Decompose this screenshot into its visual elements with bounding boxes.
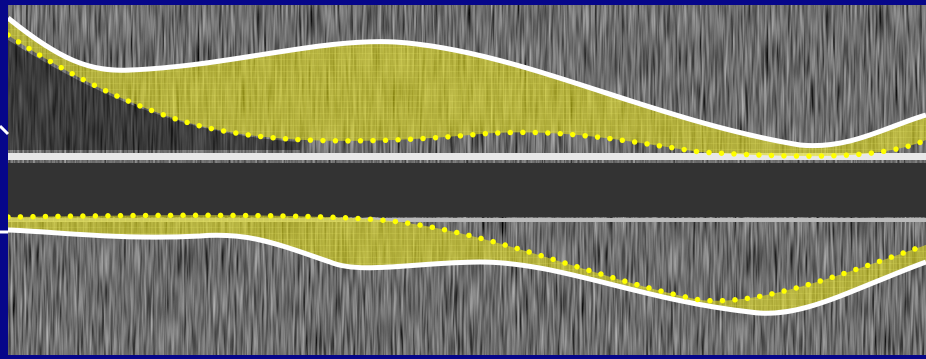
- central-band: [8, 163, 926, 217]
- edge-fragment: [0, 126, 8, 134]
- scan-view: [0, 0, 926, 359]
- page: [0, 0, 926, 359]
- scan-image: [8, 5, 926, 355]
